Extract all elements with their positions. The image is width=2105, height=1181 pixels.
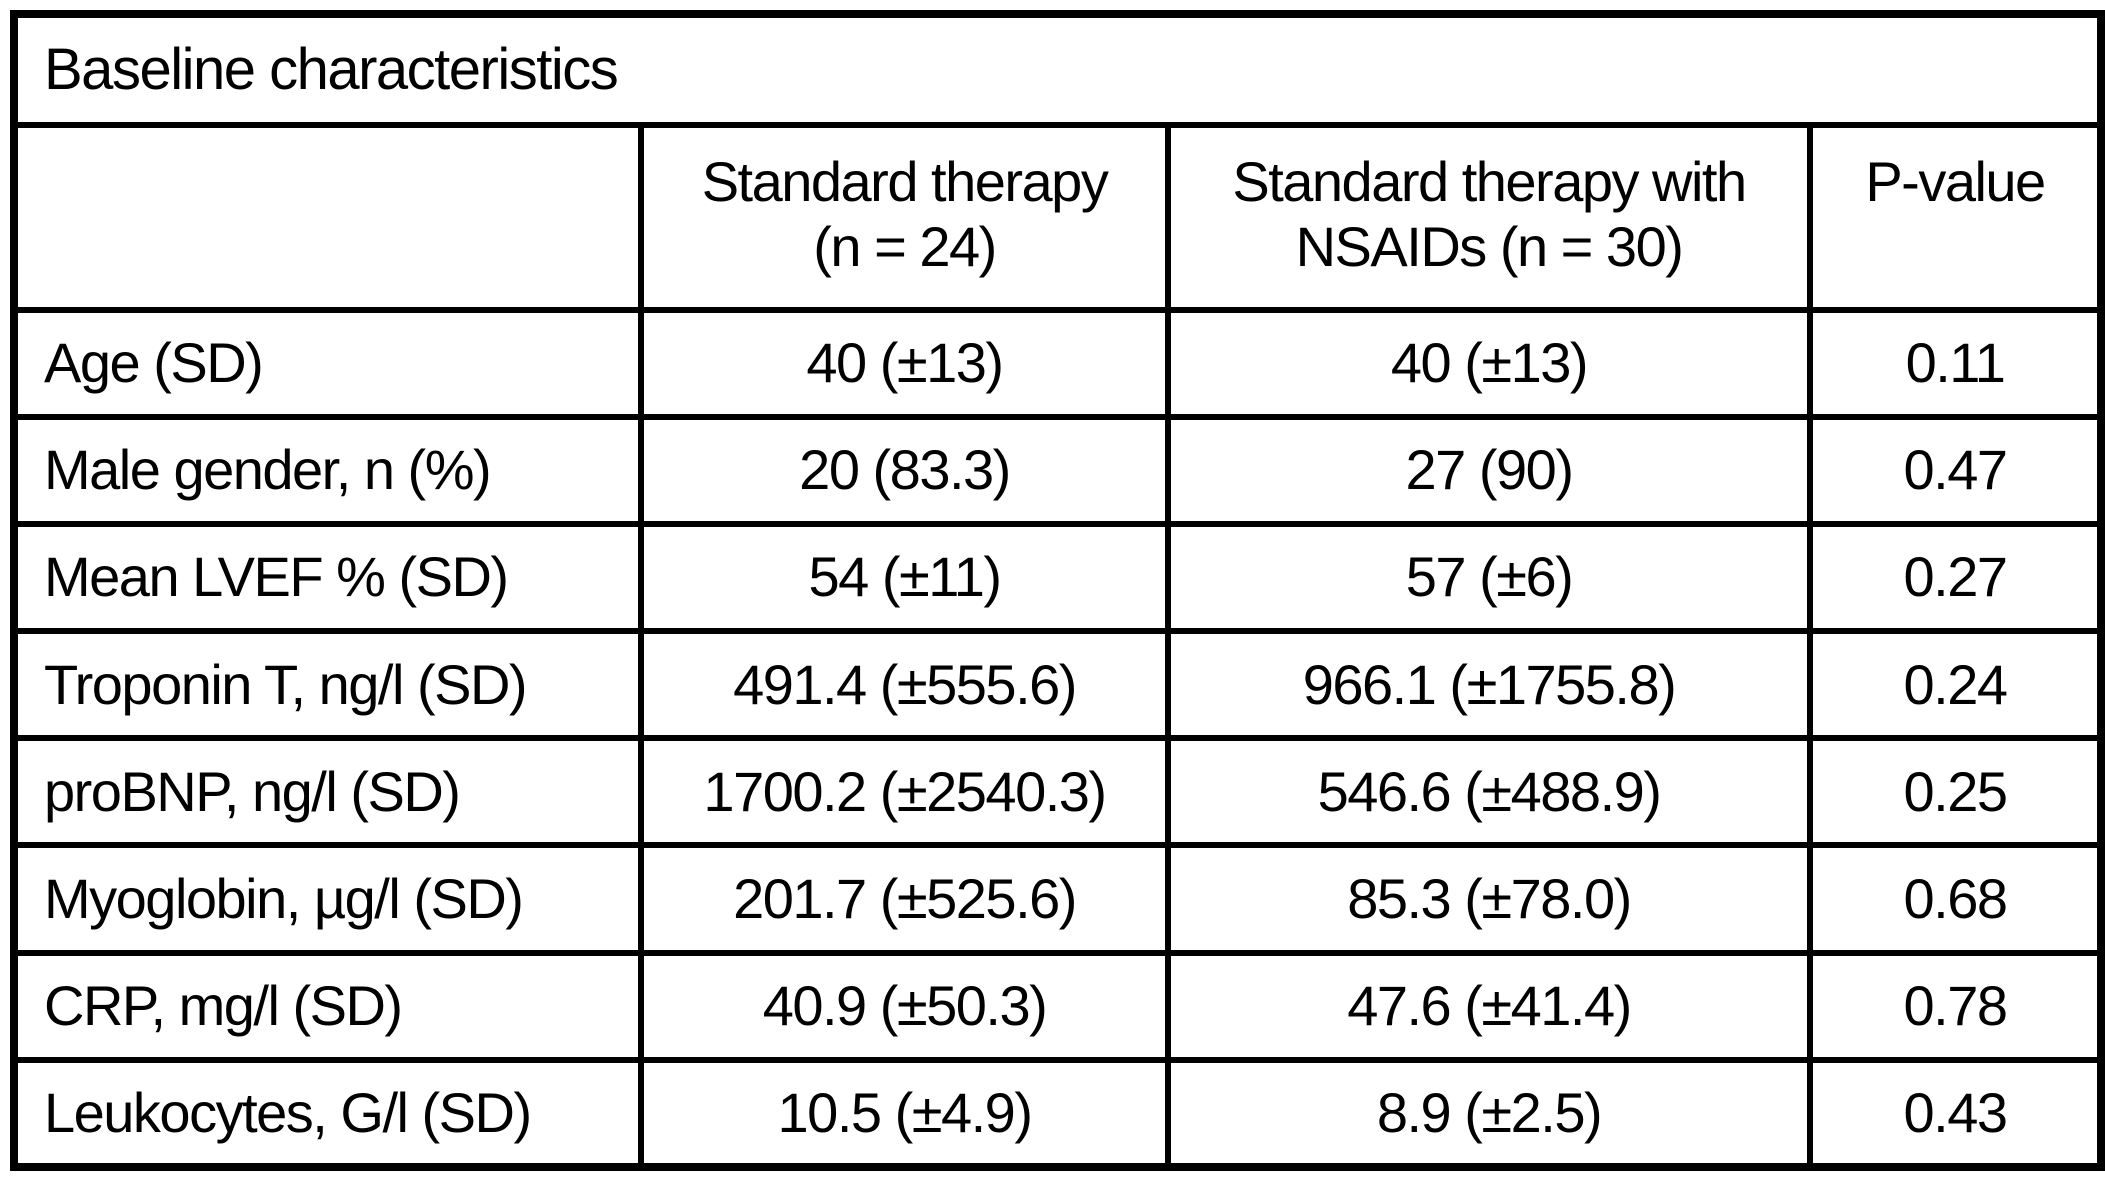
table-row-mean-lvef: Mean LVEF % (SD) 54 (±11) 57 (±6) 0.27: [11, 521, 2105, 635]
standard-therapy-value: 54 (±11): [638, 521, 1171, 635]
baseline-characteristics-table: Baseline characteristics Standard therap…: [10, 10, 2105, 1171]
standard-therapy-value: 1700.2 (±2540.3): [638, 735, 1171, 849]
table-row-probnp: proBNP, ng/l (SD) 1700.2 (±2540.3) 546.6…: [11, 735, 2105, 849]
p-value: 0.25: [1806, 735, 2105, 849]
row-label: Troponin T, ng/l (SD): [11, 628, 644, 742]
nsaids-value: 47.6 (±41.4): [1165, 949, 1813, 1063]
nsaids-value: 40 (±13): [1165, 306, 1813, 420]
table-row-leukocytes: Leukocytes, G/l (SD) 10.5 (±4.9) 8.9 (±2…: [11, 1056, 2105, 1171]
table-title: Baseline characteristics: [10, 10, 2105, 129]
row-label: CRP, mg/l (SD): [11, 949, 644, 1063]
table-row-age: Age (SD) 40 (±13) 40 (±13) 0.11: [11, 306, 2105, 420]
p-value: 0.27: [1806, 521, 2105, 635]
p-value: 0.11: [1806, 306, 2105, 420]
row-label: Mean LVEF % (SD): [11, 521, 644, 635]
table-row-male-gender: Male gender, n (%) 20 (83.3) 27 (90) 0.4…: [11, 413, 2105, 528]
p-value: 0.24: [1806, 628, 2105, 742]
p-value: 0.47: [1806, 413, 2105, 528]
nsaids-value: 57 (±6): [1165, 521, 1813, 635]
standard-therapy-value: 491.4 (±555.6): [638, 628, 1171, 742]
standard-therapy-value: 20 (83.3): [638, 413, 1171, 528]
row-label: Male gender, n (%): [11, 413, 644, 528]
table-row-crp: CRP, mg/l (SD) 40.9 (±50.3) 47.6 (±41.4)…: [11, 949, 2105, 1063]
p-value: 0.78: [1806, 949, 2105, 1063]
p-value: 0.68: [1806, 842, 2105, 956]
table-row-myoglobin: Myoglobin, µg/l (SD) 201.7 (±525.6) 85.3…: [11, 842, 2105, 956]
nsaids-value: 546.6 (±488.9): [1165, 735, 1813, 849]
header-p-value: P-value: [1806, 122, 2105, 313]
table-title-row: Baseline characteristics: [10, 10, 2105, 129]
table-header-row: Standard therapy (n = 24) Standard thera…: [11, 122, 2105, 313]
standard-therapy-value: 201.7 (±525.6): [638, 842, 1171, 956]
nsaids-value: 8.9 (±2.5): [1165, 1056, 1813, 1171]
nsaids-value: 27 (90): [1165, 413, 1813, 528]
row-label: Age (SD): [11, 306, 644, 420]
standard-therapy-value: 40 (±13): [638, 306, 1171, 420]
p-value: 0.43: [1806, 1056, 2105, 1171]
nsaids-value: 85.3 (±78.0): [1165, 842, 1813, 956]
header-standard-therapy: Standard therapy (n = 24): [638, 122, 1171, 313]
row-label: Myoglobin, µg/l (SD): [11, 842, 644, 956]
standard-therapy-value: 40.9 (±50.3): [638, 949, 1171, 1063]
header-empty-cell: [11, 122, 644, 313]
table-row-troponin-t: Troponin T, ng/l (SD) 491.4 (±555.6) 966…: [11, 628, 2105, 742]
row-label: Leukocytes, G/l (SD): [11, 1056, 644, 1171]
nsaids-value: 966.1 (±1755.8): [1165, 628, 1813, 742]
row-label: proBNP, ng/l (SD): [11, 735, 644, 849]
standard-therapy-value: 10.5 (±4.9): [638, 1056, 1171, 1171]
header-standard-therapy-nsaids: Standard therapy with NSAIDs (n = 30): [1165, 122, 1813, 313]
